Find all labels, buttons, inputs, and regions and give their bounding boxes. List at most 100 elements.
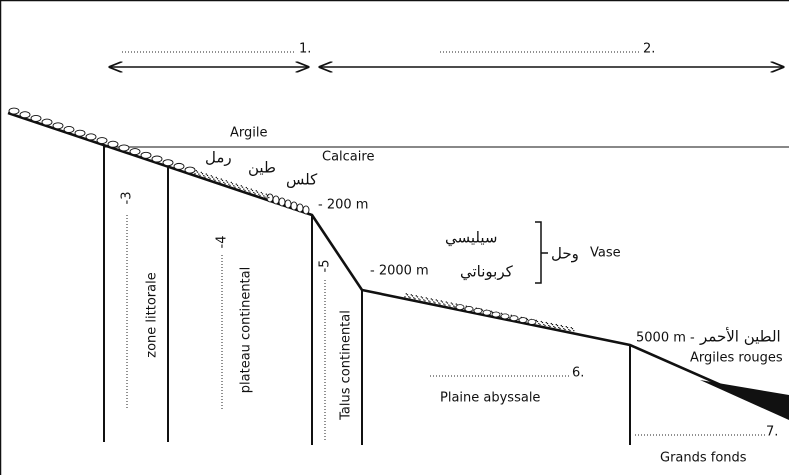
sediment [200, 171, 202, 174]
sediment [233, 185, 235, 187]
sediment [543, 323, 545, 326]
sediment [406, 294, 409, 296]
grands: Grands fonds [660, 451, 747, 466]
sediment [428, 300, 430, 302]
sediment [565, 325, 567, 328]
sediment [448, 304, 450, 306]
sediment [450, 302, 452, 304]
sediment [198, 173, 200, 175]
sediment [440, 300, 442, 302]
sediment [545, 321, 547, 324]
sediment [254, 193, 256, 195]
sediment [518, 317, 528, 323]
sediment [540, 320, 542, 323]
sediment [418, 298, 420, 300]
sediment [544, 324, 546, 327]
sediment [435, 299, 437, 301]
sediment [209, 178, 211, 180]
sediment [162, 159, 174, 167]
sediment [195, 170, 197, 172]
sediment [536, 320, 539, 323]
sediment [559, 327, 561, 330]
n2: 2. [643, 42, 655, 57]
sediment [556, 324, 559, 327]
sediment [550, 322, 552, 325]
sediment [500, 312, 502, 315]
sediment [266, 194, 269, 197]
sediment [129, 148, 141, 156]
sediment [414, 298, 416, 300]
sediment [420, 296, 422, 298]
sediment [246, 188, 249, 190]
sediment [438, 302, 440, 304]
sediment [405, 293, 407, 295]
sediment [230, 181, 232, 184]
sediment [74, 129, 86, 137]
sediment [96, 137, 108, 144]
sediment [213, 178, 215, 180]
sediment [573, 329, 575, 332]
sediment [272, 195, 280, 205]
sediment [203, 175, 205, 177]
sediment [538, 322, 540, 325]
sediment [52, 122, 64, 130]
sediment [241, 186, 244, 188]
sediment [219, 181, 221, 183]
sediment [248, 190, 250, 192]
sediment [224, 183, 226, 185]
sediment [453, 305, 455, 307]
sediment [439, 303, 441, 305]
sediment [549, 325, 551, 328]
sediment [223, 181, 225, 184]
sediment [491, 311, 501, 318]
sediment [554, 326, 556, 329]
sediment [410, 294, 412, 296]
sediment [173, 162, 185, 170]
sediment [446, 302, 449, 304]
n6: 6. [572, 366, 584, 381]
sediment [548, 324, 550, 327]
sediment [226, 181, 229, 183]
sediment [19, 111, 31, 119]
sediment [240, 185, 242, 187]
sediment [433, 301, 435, 303]
siliceous: سيليسي [445, 229, 497, 248]
sediment [500, 313, 510, 320]
sediment [151, 155, 163, 163]
sediment [235, 183, 237, 185]
carbonate: كربوناتي [460, 263, 514, 282]
sediment [434, 302, 436, 304]
sediment [236, 184, 239, 187]
sediment [194, 173, 196, 175]
argile: Argile [230, 126, 267, 141]
sediment [563, 327, 565, 330]
sediment [259, 194, 261, 197]
sediment [413, 297, 415, 299]
sediment [568, 328, 570, 331]
tin: طين [248, 159, 276, 177]
sediment [455, 303, 457, 305]
sediment [444, 304, 446, 306]
sediment [214, 179, 216, 182]
vase: Vase [590, 246, 621, 261]
sediment [560, 324, 562, 327]
sediment [527, 318, 537, 325]
sediment [258, 193, 260, 195]
n4: -4 [215, 236, 230, 249]
sediment [30, 114, 42, 122]
sediment [255, 190, 257, 192]
sediment [229, 184, 231, 187]
sediment [260, 191, 262, 194]
sediment [423, 299, 425, 301]
sediment [243, 188, 245, 190]
sediment [85, 133, 97, 141]
sediment [449, 305, 451, 307]
sediment [250, 188, 252, 190]
plaine: Plaine abyssale [440, 391, 540, 406]
sediment [228, 183, 230, 185]
sediment [445, 301, 447, 303]
sediment [411, 295, 414, 297]
sediment [205, 173, 207, 175]
sediment [218, 180, 220, 182]
sediment [256, 191, 259, 193]
